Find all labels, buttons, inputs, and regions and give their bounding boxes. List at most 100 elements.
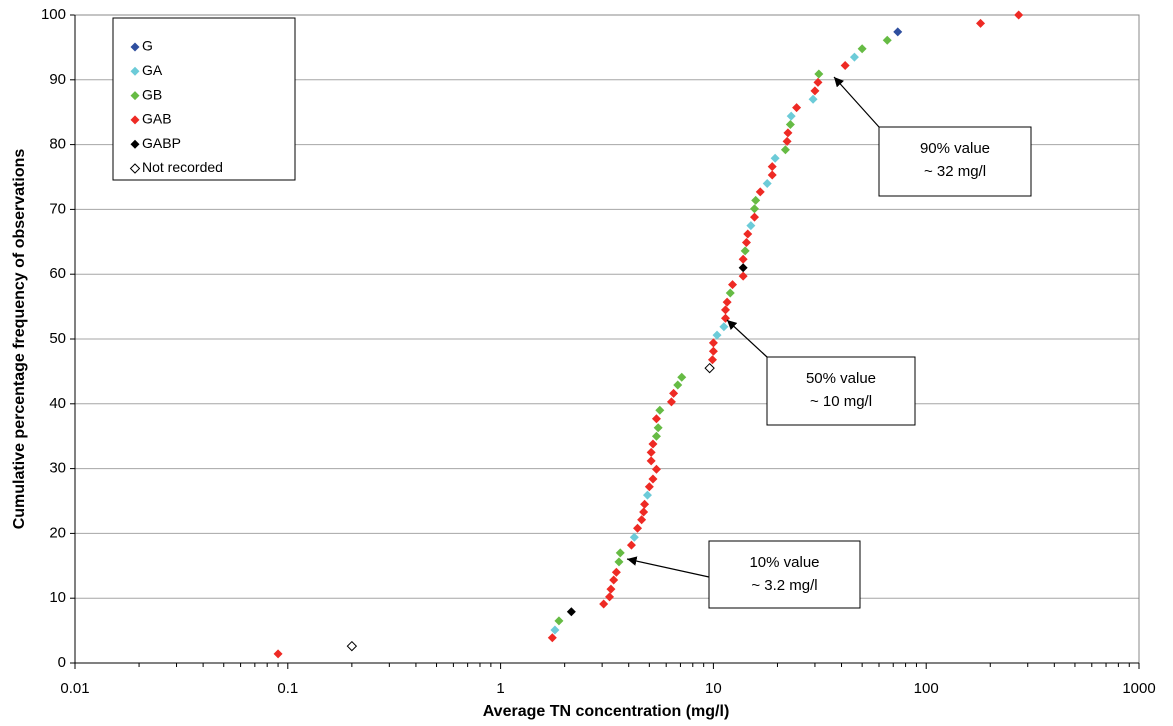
- data-point: [786, 111, 796, 121]
- data-point: [646, 447, 656, 457]
- y-tick-label: 80: [49, 136, 66, 153]
- legend-label: Not recorded: [142, 159, 223, 175]
- annotation-text: 50% value: [806, 370, 876, 387]
- data-point: [767, 162, 777, 172]
- data-point: [857, 44, 867, 54]
- annotation-text: ~ 10 mg/l: [810, 393, 872, 410]
- data-point: [704, 362, 715, 374]
- data-point: [642, 490, 652, 500]
- data-point: [554, 616, 564, 626]
- data-point: [755, 187, 765, 197]
- data-point: [740, 246, 750, 256]
- x-tick-label: 1: [496, 680, 504, 697]
- data-point: [615, 548, 625, 558]
- data-point: [725, 288, 735, 298]
- data-point: [651, 431, 661, 441]
- data-point: [767, 170, 777, 180]
- data-point: [651, 414, 661, 424]
- annotation-text: ~ 3.2 mg/l: [751, 577, 817, 594]
- legend-label: GA: [142, 62, 163, 78]
- data-point: [639, 507, 649, 517]
- y-tick-label: 10: [49, 589, 66, 606]
- data-point: [614, 557, 624, 567]
- legend-label: GAB: [142, 111, 172, 127]
- data-point: [640, 499, 650, 509]
- x-tick-label: 0.01: [60, 680, 89, 697]
- annotation-box: [708, 540, 861, 609]
- data-point: [719, 322, 729, 332]
- data-point: [673, 380, 683, 390]
- legend-label: GB: [142, 86, 162, 102]
- y-tick-label: 40: [49, 395, 66, 412]
- y-tick-label: 100: [41, 6, 66, 23]
- data-point: [566, 607, 576, 617]
- x-tick-label: 100: [914, 680, 939, 697]
- data-point: [738, 263, 748, 273]
- data-point: [633, 523, 643, 533]
- y-tick-label: 30: [49, 460, 66, 477]
- data-point: [976, 18, 986, 28]
- data-point: [651, 464, 661, 474]
- x-tick-label: 1000: [1122, 680, 1155, 697]
- data-point: [810, 86, 820, 96]
- data-point: [814, 69, 824, 79]
- data-point: [346, 640, 358, 652]
- legend-marker: [130, 139, 140, 149]
- data-point: [749, 212, 759, 222]
- data-point: [708, 338, 718, 348]
- data-point: [712, 330, 722, 340]
- legend-marker: [130, 91, 140, 101]
- data-point: [637, 515, 647, 525]
- y-tick-label: 50: [49, 330, 66, 347]
- data-point: [849, 52, 859, 62]
- data-point: [741, 237, 751, 247]
- data-point: [609, 575, 619, 585]
- annotation-text: 10% value: [749, 554, 819, 571]
- y-tick-label: 20: [49, 524, 66, 541]
- data-point: [782, 136, 792, 146]
- x-tick-label: 0.1: [277, 680, 298, 697]
- data-point: [273, 649, 283, 659]
- data-point: [721, 305, 731, 315]
- data-point: [655, 405, 665, 415]
- annotation-text: ~ 32 mg/l: [924, 163, 986, 180]
- legend-marker: [130, 42, 140, 52]
- x-axis-title: Average TN concentration (mg/l): [483, 703, 730, 720]
- data-point: [893, 27, 903, 37]
- data-point: [792, 103, 802, 113]
- data-point: [677, 372, 687, 382]
- legend-label: G: [142, 38, 153, 54]
- legend-marker: [129, 163, 141, 174]
- data-point: [813, 77, 823, 87]
- data-point: [644, 482, 654, 492]
- legend-marker: [130, 115, 140, 125]
- data-point: [550, 625, 560, 635]
- legend-marker: [130, 66, 140, 76]
- data-point: [646, 456, 656, 466]
- x-tick-label: 10: [705, 680, 722, 697]
- annotation-arrow: [626, 556, 710, 578]
- annotation-arrow: [726, 319, 768, 358]
- data-point: [749, 204, 759, 214]
- legend-box: [112, 17, 296, 181]
- data-point: [611, 567, 621, 577]
- annotation-box: [878, 126, 1032, 197]
- data-point: [669, 388, 679, 398]
- y-tick-label: 0: [58, 654, 66, 671]
- data-point: [762, 178, 772, 188]
- data-point: [738, 254, 748, 264]
- data-point: [629, 532, 639, 542]
- data-point: [738, 271, 748, 281]
- data-point: [728, 280, 738, 290]
- annotation-arrow: [833, 76, 880, 128]
- data-point: [605, 592, 615, 602]
- annotation-box: [766, 356, 916, 426]
- data-point: [783, 128, 793, 138]
- data-point: [648, 474, 658, 484]
- data-point: [780, 145, 790, 155]
- data-point: [707, 355, 717, 365]
- y-tick-label: 60: [49, 265, 66, 282]
- data-point: [743, 229, 753, 239]
- data-point: [606, 584, 616, 594]
